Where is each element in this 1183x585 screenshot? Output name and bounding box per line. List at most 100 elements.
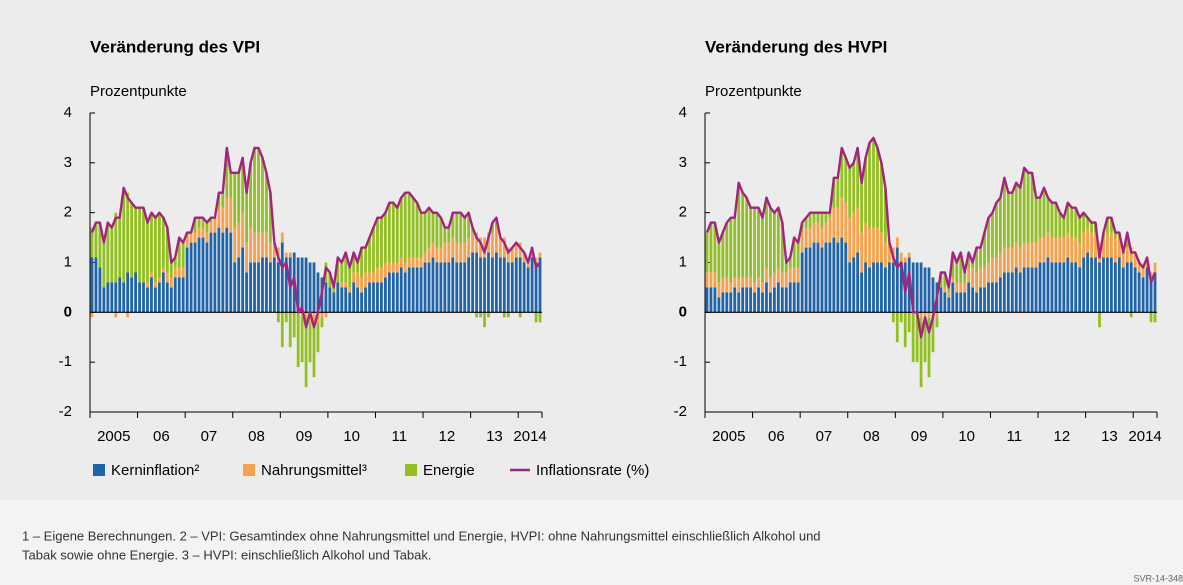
bar-segment bbox=[983, 267, 986, 288]
bar-segment bbox=[713, 222, 717, 273]
bar-segment bbox=[987, 282, 990, 313]
footnote: 1 – Eigene Berechnungen. 2 – VPI: Gesamt… bbox=[22, 528, 821, 543]
bar-segment bbox=[812, 222, 816, 243]
bar-segment bbox=[1110, 257, 1113, 313]
bar-segment bbox=[360, 247, 363, 278]
bar-segment bbox=[852, 162, 856, 213]
bar-segment bbox=[368, 237, 371, 273]
bar-segment bbox=[284, 257, 288, 313]
bar-segment bbox=[1090, 232, 1093, 258]
bar-segment bbox=[788, 267, 792, 283]
bar-segment bbox=[788, 257, 792, 268]
bar-segment bbox=[800, 232, 804, 253]
bar-segment bbox=[498, 257, 502, 313]
x-tick-label: 12 bbox=[1053, 428, 1070, 445]
bar-segment bbox=[998, 252, 1002, 278]
bar-segment bbox=[971, 262, 975, 268]
bar-segment bbox=[884, 187, 887, 243]
bar-segment bbox=[824, 222, 828, 243]
bar-segment bbox=[998, 277, 1002, 313]
bar-segment bbox=[165, 227, 169, 273]
bar-segment bbox=[201, 237, 205, 313]
x-tick-label: 06 bbox=[768, 428, 785, 445]
y-tick-label: 1 bbox=[64, 253, 72, 270]
bar-segment bbox=[1030, 172, 1034, 243]
bar-segment bbox=[792, 237, 796, 268]
bar-segment bbox=[1014, 267, 1018, 313]
bar-segment bbox=[713, 287, 717, 313]
bar-segment bbox=[475, 252, 478, 313]
bar-segment bbox=[391, 202, 395, 263]
bar-segment bbox=[1062, 262, 1066, 313]
bar-segment bbox=[951, 252, 955, 278]
bar-segment bbox=[269, 262, 272, 313]
bar-segment bbox=[836, 242, 840, 313]
bar-segment bbox=[967, 252, 971, 268]
bar-segment bbox=[407, 192, 411, 258]
x-tick-label: 08 bbox=[863, 428, 880, 445]
bar-segment bbox=[1010, 192, 1014, 248]
bar-segment bbox=[995, 202, 998, 258]
bar-segment bbox=[90, 227, 94, 258]
bar-segment bbox=[828, 212, 832, 218]
bar-segment bbox=[427, 207, 431, 248]
bar-segment bbox=[213, 232, 217, 313]
bar-segment bbox=[197, 227, 201, 238]
bar-segment bbox=[705, 272, 709, 288]
bar-segment bbox=[380, 217, 383, 268]
bar-segment bbox=[221, 207, 225, 233]
bar-segment bbox=[1149, 312, 1153, 323]
bar-segment bbox=[848, 217, 852, 263]
bar-segment bbox=[1102, 237, 1105, 258]
bar-segment bbox=[737, 292, 741, 313]
bar-segment bbox=[1153, 262, 1157, 273]
bar-segment bbox=[522, 252, 526, 263]
bar-segment bbox=[745, 277, 749, 288]
bar-segment bbox=[344, 252, 348, 283]
bar-segment bbox=[1090, 222, 1093, 233]
bar-segment bbox=[395, 207, 399, 263]
bar-segment bbox=[217, 207, 221, 228]
bar-segment bbox=[364, 247, 367, 273]
bar-segment bbox=[1117, 257, 1121, 313]
bar-segment bbox=[1006, 192, 1010, 248]
bar-segment bbox=[1010, 247, 1014, 273]
x-tick-label: 13 bbox=[1101, 428, 1118, 445]
bar-segment bbox=[721, 232, 725, 278]
bar-segment bbox=[269, 192, 272, 243]
y-tick-label: -1 bbox=[59, 353, 72, 370]
bar-segment bbox=[856, 147, 860, 208]
bar-segment bbox=[1038, 262, 1042, 313]
bar-segment bbox=[737, 277, 741, 293]
bar-segment bbox=[455, 212, 459, 243]
bar-segment bbox=[852, 257, 856, 313]
bar-segment bbox=[530, 252, 534, 258]
x-tick-label: 2014 bbox=[1128, 428, 1161, 445]
bar-segment bbox=[765, 197, 768, 268]
bar-segment bbox=[1082, 212, 1086, 233]
bar-segment bbox=[737, 182, 741, 278]
bar-segment bbox=[955, 282, 959, 293]
bar-segment bbox=[233, 172, 237, 228]
bar-segment bbox=[245, 242, 249, 273]
bar-segment bbox=[1002, 247, 1006, 273]
bar-segment bbox=[209, 222, 213, 233]
bar-segment bbox=[189, 242, 193, 313]
bar-segment bbox=[927, 267, 931, 313]
bar-segment bbox=[249, 227, 252, 263]
bar-segment bbox=[150, 277, 153, 313]
bar-segment bbox=[257, 147, 260, 233]
bar-segment bbox=[403, 192, 407, 263]
bar-segment bbox=[225, 197, 229, 228]
bar-segment bbox=[1113, 237, 1117, 263]
bar-segment bbox=[463, 242, 467, 263]
bar-segment bbox=[943, 272, 947, 288]
bar-segment bbox=[939, 287, 943, 313]
bar-segment bbox=[792, 267, 796, 283]
bar-segment bbox=[261, 257, 264, 313]
x-tick-label: 10 bbox=[343, 428, 360, 445]
bar-segment bbox=[201, 217, 205, 228]
bar-segment bbox=[245, 272, 249, 313]
bar-segment bbox=[1058, 237, 1062, 263]
bar-segment bbox=[1026, 172, 1030, 243]
